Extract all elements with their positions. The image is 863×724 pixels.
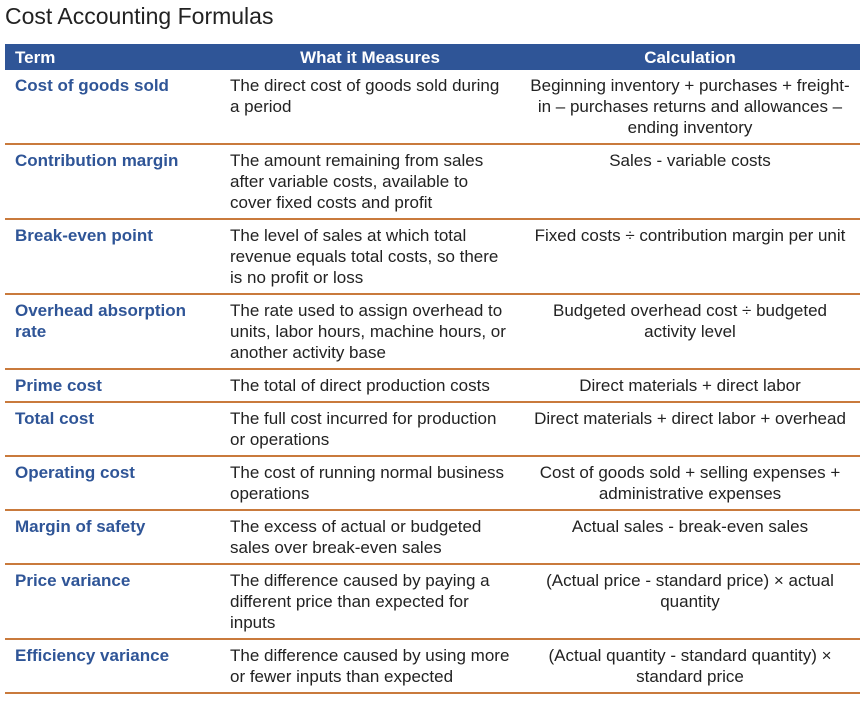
measure-cell: The level of sales at which total revenu… (220, 219, 520, 295)
calculation-cell: Beginning inventory + purchases + freigh… (520, 70, 860, 145)
measure-cell: The direct cost of goods sold during a p… (220, 70, 520, 145)
header-cell: Calculation (520, 44, 860, 70)
measure-cell: The full cost incurred for production or… (220, 402, 520, 457)
term-cell: Price variance (5, 564, 220, 640)
header-row: Term What it Measures Calculation (5, 44, 860, 70)
term-cell: Prime cost (5, 369, 220, 403)
term-cell: Total cost (5, 402, 220, 457)
table-row: Cost of goods sold The direct cost of goo… (5, 70, 860, 145)
header-cell: Term (5, 44, 220, 70)
measure-cell: The total of direct production costs (220, 369, 520, 403)
calculation-cell: Budgeted overhead cost ÷ budgeted activi… (520, 294, 860, 370)
title: Cost Accounting Formulas (5, 3, 274, 29)
table-row: Contribution margin The amount remaining … (5, 144, 860, 220)
term-cell: Cost of goods sold (5, 70, 220, 145)
term-cell: Operating cost (5, 456, 220, 511)
measure-cell: The rate used to assign overhead to unit… (220, 294, 520, 370)
calculation-cell: (Actual price - standard price) × actual… (520, 564, 860, 640)
calculation-cell: Actual sales - break-even sales (520, 510, 860, 565)
term-cell: Margin of safety (5, 510, 220, 565)
table-row: Price variance The difference caused by p… (5, 564, 860, 640)
table-row: Total cost The full cost incurred for pro… (5, 402, 860, 457)
table-row: Break-even point The level of sales at wh… (5, 219, 860, 295)
measure-cell: The difference caused by paying a differ… (220, 564, 520, 640)
table-row: Operating cost The cost of running normal… (5, 456, 860, 511)
calculation-cell: Fixed costs ÷ contribution margin per un… (520, 219, 860, 295)
calculation-cell: Cost of goods sold + selling expenses + … (520, 456, 860, 511)
calculation-cell: (Actual quantity - standard quantity) × … (520, 639, 860, 694)
table-row: Prime cost The total of direct production… (5, 369, 860, 403)
term-cell: Contribution margin (5, 144, 220, 220)
table-body: Cost of goods sold The direct cost of goo… (5, 70, 860, 694)
table-row: Overhead absorption rate The rate used to… (5, 294, 860, 370)
measure-cell: The difference caused by using more or f… (220, 639, 520, 694)
measure-cell: The excess of actual or budgeted sales o… (220, 510, 520, 565)
table-row: Efficiency variance The difference caused… (5, 639, 860, 694)
term-cell: Overhead absorption rate (5, 294, 220, 370)
table-row: Margin of safety The excess of actual or … (5, 510, 860, 565)
calculation-cell: Sales - variable costs (520, 144, 860, 220)
formula-table: Term What it Measures Calculation Cost of … (5, 44, 860, 694)
term-cell: Break-even point (5, 219, 220, 295)
calculation-cell: Direct materials + direct labor (520, 369, 860, 403)
term-cell: Efficiency variance (5, 639, 220, 694)
measure-cell: The cost of running normal business oper… (220, 456, 520, 511)
table-header: Term What it Measures Calculation (5, 44, 860, 70)
calculation-cell: Direct materials + direct labor + overhe… (520, 402, 860, 457)
header-cell: What it Measures (220, 44, 520, 70)
measure-cell: The amount remaining from sales after va… (220, 144, 520, 220)
